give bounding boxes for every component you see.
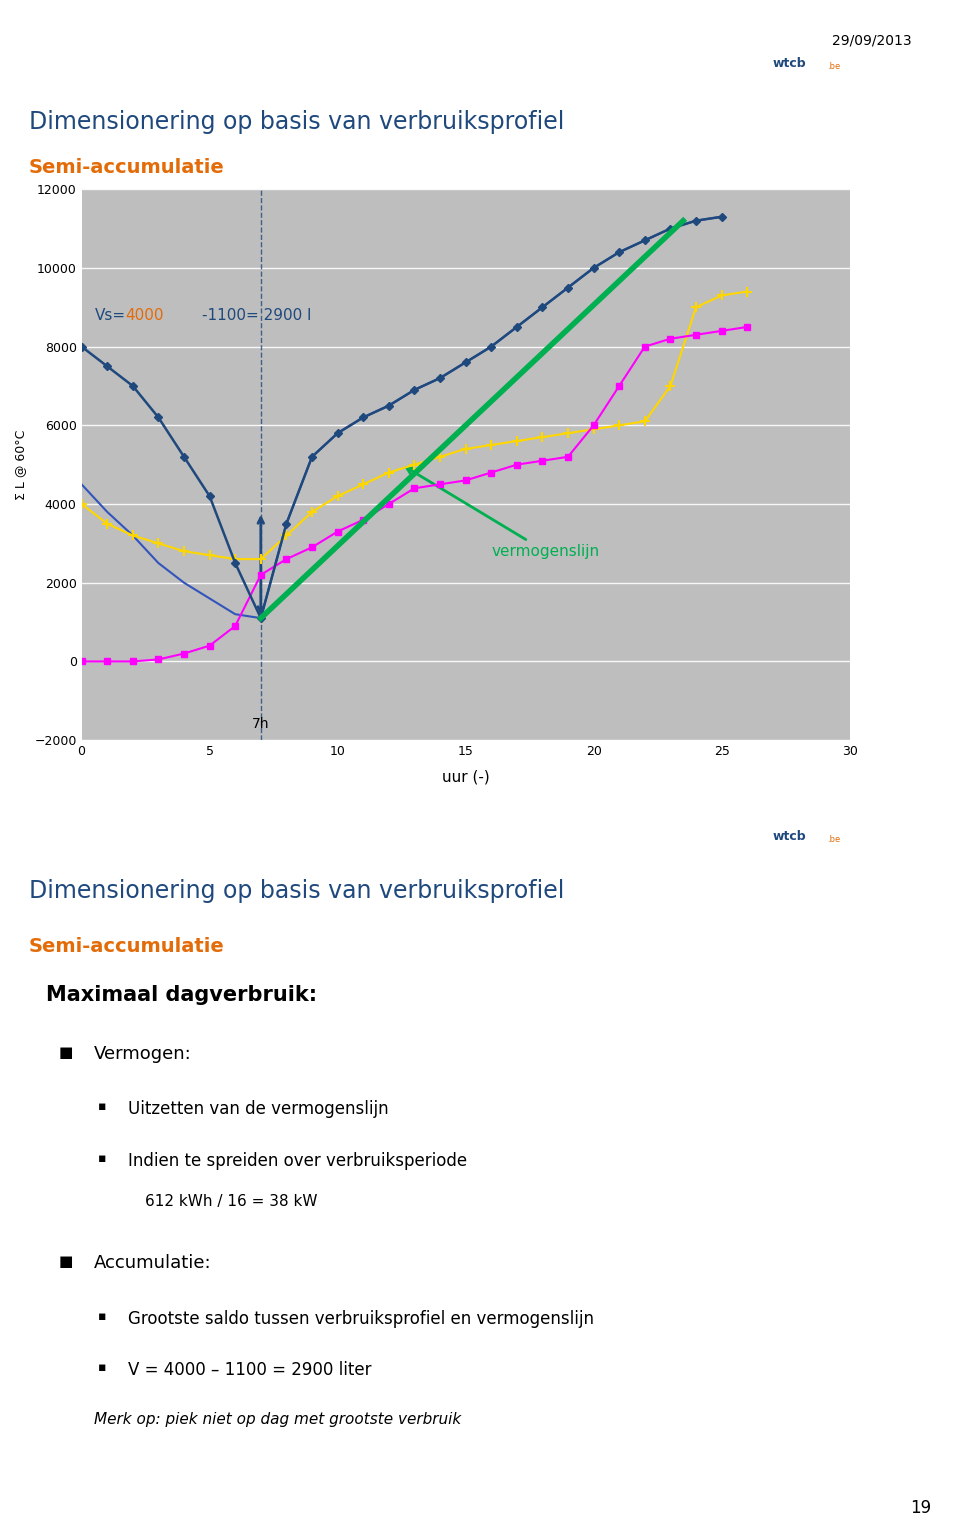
Text: Semi-accumulatie: Semi-accumulatie [29,937,225,955]
Text: ■: ■ [60,1045,73,1059]
Text: ■: ■ [60,1254,73,1270]
Text: .be: .be [828,63,840,72]
Text: Dimensionering op basis van verbruiksprofiel: Dimensionering op basis van verbruikspro… [29,110,564,134]
Text: 7h: 7h [252,717,270,731]
Text: 19: 19 [910,1499,931,1517]
Text: Grootste saldo tussen verbruiksprofiel en vermogenslijn: Grootste saldo tussen verbruiksprofiel e… [129,1309,594,1328]
Text: ▪: ▪ [98,1361,107,1373]
Text: wtcb: wtcb [772,58,805,70]
Text: Uitzetten van de vermogenslijn: Uitzetten van de vermogenslijn [129,1100,389,1119]
Text: Disseminatie in kader van TETRA-project 120145 Productie en Distributie van Sani: Disseminatie in kader van TETRA-project … [46,760,423,769]
Text: wtcb: wtcb [772,830,805,842]
Text: ▪: ▪ [98,1100,107,1114]
Text: Vs=: Vs= [94,308,126,322]
Text: Indien te spreiden over verbruiksperiode: Indien te spreiden over verbruiksperiode [129,1152,468,1169]
X-axis label: uur (-): uur (-) [442,769,490,784]
Text: vermogenslijn: vermogenslijn [407,467,599,559]
Text: CEDUBO – 1/10/2013 - Pagina 38: CEDUBO – 1/10/2013 - Pagina 38 [732,1465,856,1474]
Text: Maximaal dagverbruik:: Maximaal dagverbruik: [46,984,317,1006]
Text: Dimensionering op basis van verbruiksprofiel: Dimensionering op basis van verbruikspro… [29,879,564,903]
Text: 29/09/2013: 29/09/2013 [832,34,912,47]
Text: V = 4000 – 1100 = 2900 liter: V = 4000 – 1100 = 2900 liter [129,1361,372,1380]
Text: 612 kWh / 16 = 38 kW: 612 kWh / 16 = 38 kW [146,1195,318,1209]
Text: Merk op: piek niet op dag met grootste verbruik: Merk op: piek niet op dag met grootste v… [94,1412,461,1427]
Text: ▪: ▪ [98,1152,107,1164]
Text: ▪: ▪ [98,1309,107,1323]
Text: Semi-accumulatie: Semi-accumulatie [29,157,225,177]
Text: 4000: 4000 [125,308,163,322]
Text: CEDUBO – 1/10/2013 - Pagina 37: CEDUBO – 1/10/2013 - Pagina 37 [732,760,856,769]
Text: .be: .be [828,835,840,844]
Text: Accumulatie:: Accumulatie: [94,1254,211,1273]
Text: Disseminatie in kader van TETRA-project 120145 Productie en Distributie van Sani: Disseminatie in kader van TETRA-project … [46,1465,423,1474]
Text: -1100= 2900 l: -1100= 2900 l [202,308,311,322]
Text: Vermogen:: Vermogen: [94,1045,191,1062]
Y-axis label: Σ L @ 60°C: Σ L @ 60°C [14,429,28,501]
